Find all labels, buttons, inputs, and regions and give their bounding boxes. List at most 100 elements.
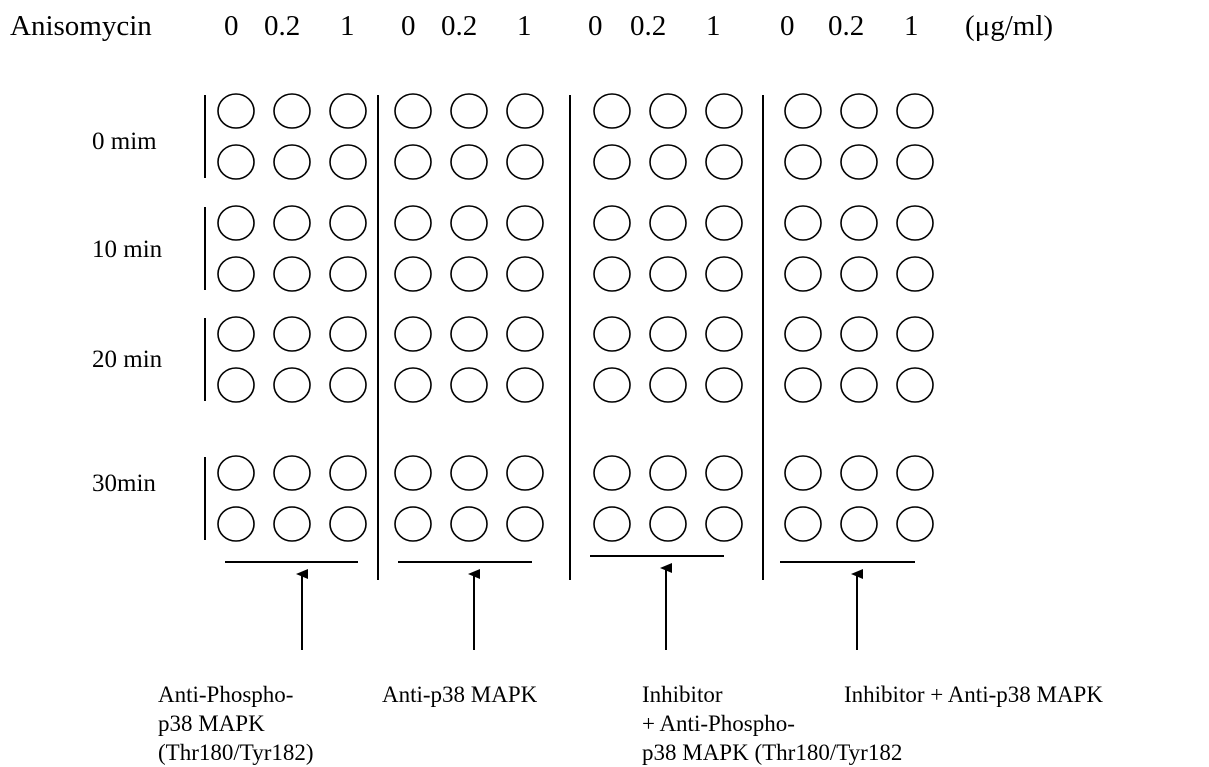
well bbox=[649, 144, 687, 180]
well bbox=[705, 256, 743, 292]
well bbox=[840, 367, 878, 403]
well bbox=[394, 455, 432, 491]
time-label-20: 20 min bbox=[92, 346, 163, 373]
well bbox=[649, 205, 687, 241]
well bbox=[840, 205, 878, 241]
well bbox=[450, 367, 488, 403]
caption-line: Inhibitor bbox=[642, 682, 723, 707]
well bbox=[329, 93, 367, 129]
well bbox=[896, 455, 934, 491]
caption-anti-phospho-p38: Anti-Phospho- p38 MAPK (Thr180/Tyr182) bbox=[158, 680, 314, 767]
well bbox=[217, 506, 255, 542]
well bbox=[705, 316, 743, 352]
well bbox=[273, 93, 311, 129]
well bbox=[394, 144, 432, 180]
well bbox=[593, 93, 631, 129]
well bbox=[705, 93, 743, 129]
well bbox=[273, 144, 311, 180]
dose-label: 1 bbox=[706, 10, 721, 42]
well bbox=[593, 205, 631, 241]
well bbox=[394, 506, 432, 542]
well bbox=[329, 367, 367, 403]
well bbox=[649, 316, 687, 352]
dose-label: 0 bbox=[780, 10, 795, 42]
well bbox=[840, 316, 878, 352]
well bbox=[450, 256, 488, 292]
well bbox=[273, 506, 311, 542]
well bbox=[506, 256, 544, 292]
dose-label: 1 bbox=[904, 10, 919, 42]
well bbox=[593, 144, 631, 180]
well bbox=[329, 144, 367, 180]
well bbox=[649, 93, 687, 129]
well bbox=[593, 367, 631, 403]
time-label-30: 30min bbox=[92, 470, 156, 497]
time-label-0: 0 mim bbox=[92, 128, 157, 155]
well bbox=[649, 455, 687, 491]
well bbox=[217, 93, 255, 129]
well bbox=[896, 367, 934, 403]
caption-line: p38 MAPK (Thr180/Tyr182 bbox=[642, 740, 903, 765]
well bbox=[896, 93, 934, 129]
well bbox=[329, 256, 367, 292]
well bbox=[896, 205, 934, 241]
well bbox=[217, 205, 255, 241]
time-label-10: 10 min bbox=[92, 236, 163, 263]
well bbox=[649, 506, 687, 542]
well bbox=[784, 367, 822, 403]
well bbox=[896, 316, 934, 352]
well bbox=[394, 367, 432, 403]
caption-line: + Anti-Phospho- bbox=[642, 711, 795, 736]
unit-label: (μg/ml) bbox=[965, 10, 1054, 42]
caption-inhibitor-anti-p38: Inhibitor + Anti-p38 MAPK bbox=[844, 680, 1103, 709]
well bbox=[840, 455, 878, 491]
well bbox=[450, 205, 488, 241]
well bbox=[506, 144, 544, 180]
well bbox=[506, 93, 544, 129]
well bbox=[784, 316, 822, 352]
well bbox=[593, 506, 631, 542]
well bbox=[784, 93, 822, 129]
well bbox=[705, 205, 743, 241]
well bbox=[273, 205, 311, 241]
well bbox=[784, 205, 822, 241]
well bbox=[394, 205, 432, 241]
well bbox=[329, 205, 367, 241]
well bbox=[784, 506, 822, 542]
well bbox=[784, 256, 822, 292]
well bbox=[649, 256, 687, 292]
header-label: Anisomycin bbox=[10, 10, 152, 42]
dose-label: 0.2 bbox=[264, 10, 301, 42]
well bbox=[896, 506, 934, 542]
caption-line: Anti-p38 MAPK bbox=[382, 682, 538, 707]
well bbox=[506, 367, 544, 403]
well bbox=[450, 144, 488, 180]
well bbox=[273, 256, 311, 292]
well bbox=[506, 316, 544, 352]
dose-label: 1 bbox=[517, 10, 532, 42]
well bbox=[450, 506, 488, 542]
well bbox=[840, 256, 878, 292]
well bbox=[593, 256, 631, 292]
caption-anti-p38: Anti-p38 MAPK bbox=[382, 680, 537, 709]
well bbox=[840, 506, 878, 542]
dose-label: 0.2 bbox=[828, 10, 865, 42]
well bbox=[506, 205, 544, 241]
well bbox=[273, 316, 311, 352]
well bbox=[450, 455, 488, 491]
well bbox=[506, 506, 544, 542]
dose-label: 0 bbox=[401, 10, 416, 42]
dose-label: 0.2 bbox=[630, 10, 667, 42]
well bbox=[329, 455, 367, 491]
well bbox=[896, 256, 934, 292]
well bbox=[784, 144, 822, 180]
well bbox=[394, 316, 432, 352]
well bbox=[896, 144, 934, 180]
well bbox=[705, 144, 743, 180]
well bbox=[450, 93, 488, 129]
caption-line: (Thr180/Tyr182) bbox=[158, 740, 314, 765]
well bbox=[329, 316, 367, 352]
well bbox=[394, 256, 432, 292]
caption-line: p38 MAPK bbox=[158, 711, 265, 736]
